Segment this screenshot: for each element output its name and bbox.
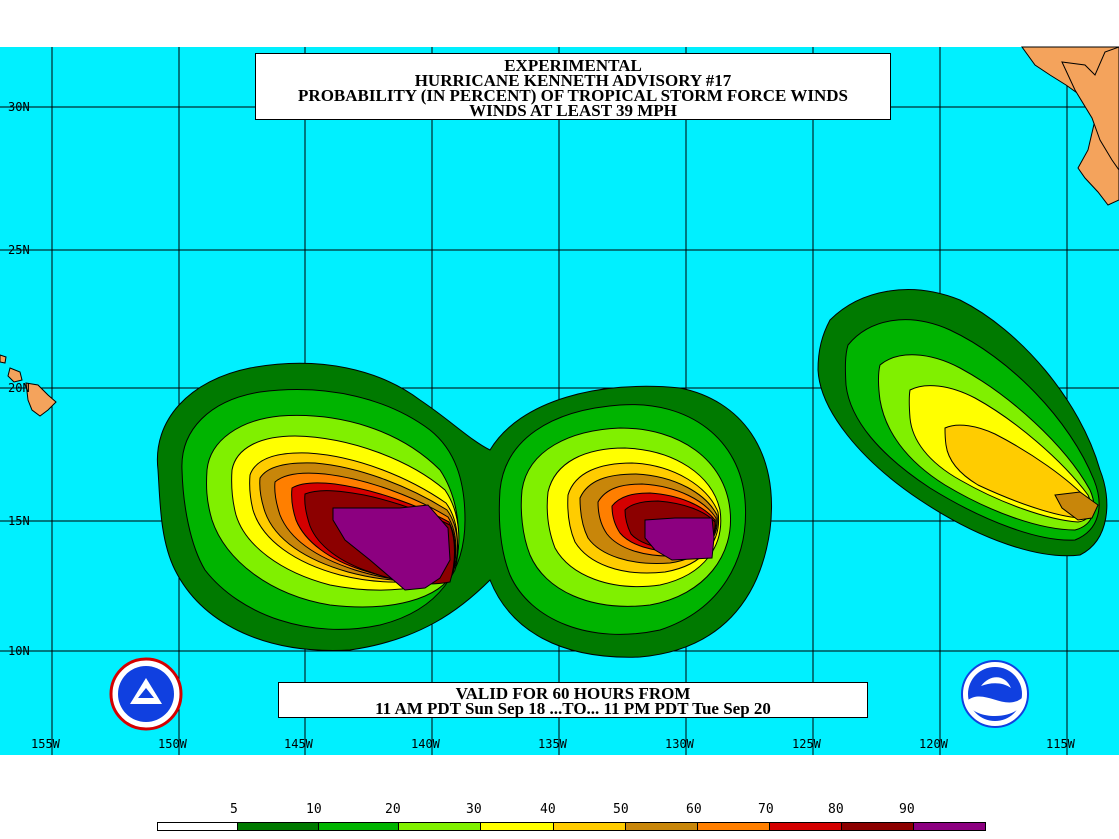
legend-swatch-4 — [481, 823, 554, 830]
title-line-4: WINDS AT LEAST 39 MPH — [469, 101, 677, 120]
land-oahu — [0, 354, 7, 364]
lon-label-135w: 135W — [538, 737, 567, 751]
contours-west-middle — [156, 362, 772, 658]
legend-value-60: 60 — [686, 802, 702, 817]
legend-swatch-7 — [698, 823, 770, 830]
valid-line-2: 11 AM PDT Sun Sep 18 ...TO... 11 PM PDT … — [375, 699, 771, 718]
lat-label-30n: 30N — [8, 100, 30, 114]
legend-value-90: 90 — [899, 802, 915, 817]
lat-label-25n: 25N — [8, 243, 30, 257]
legend-swatch-6 — [626, 823, 698, 830]
lon-label-125w: 125W — [792, 737, 821, 751]
legend-swatch-2 — [319, 823, 399, 830]
title-line-3: PROBABILITY (IN PERCENT) OF TROPICAL STO… — [298, 86, 848, 105]
legend-color-bar — [157, 822, 986, 831]
valid-period-box: VALID FOR 60 HOURS FROM 11 AM PDT Sun Se… — [278, 682, 868, 718]
land-maui — [7, 367, 23, 383]
legend-swatch-5 — [554, 823, 626, 830]
legend-swatch-0 — [158, 823, 238, 830]
legend-value-20: 20 — [385, 802, 401, 817]
lon-label-140w: 140W — [411, 737, 440, 751]
lat-label-10n: 10N — [8, 644, 30, 658]
legend-swatch-8 — [770, 823, 842, 830]
legend-value-40: 40 — [540, 802, 556, 817]
lat-label-15n: 15N — [8, 514, 30, 528]
contours-east — [817, 289, 1108, 557]
nws-logo-icon — [109, 657, 183, 731]
title-line-2: HURRICANE KENNETH ADVISORY #17 — [414, 71, 732, 90]
lon-label-145w: 145W — [284, 737, 313, 751]
legend-value-70: 70 — [758, 802, 774, 817]
lon-label-120w: 120W — [919, 737, 948, 751]
land-hawaii — [25, 382, 57, 417]
title-box: EXPERIMENTAL HURRICANE KENNETH ADVISORY … — [255, 53, 891, 120]
lon-label-155w: 155W — [31, 737, 60, 751]
legend-value-80: 80 — [828, 802, 844, 817]
legend-swatch-3 — [399, 823, 481, 830]
lon-label-115w: 115W — [1046, 737, 1075, 751]
title-line-1: EXPERIMENTAL — [504, 56, 642, 75]
legend-swatch-9 — [842, 823, 914, 830]
land-baja — [1061, 46, 1119, 171]
lat-label-20n: 20N — [8, 381, 30, 395]
contour-max-b — [644, 517, 715, 561]
lon-label-150w: 150W — [158, 737, 187, 751]
legend-value-30: 30 — [466, 802, 482, 817]
legend-swatch-1 — [238, 823, 319, 830]
contour-east-60 — [1054, 491, 1099, 521]
noaa-logo-icon — [961, 660, 1029, 728]
lon-label-130w: 130W — [665, 737, 694, 751]
legend-value-50: 50 — [613, 802, 629, 817]
legend-value-5: 5 — [230, 802, 238, 817]
legend-swatch-10 — [914, 823, 985, 830]
contour-max — [332, 504, 451, 591]
legend-value-10: 10 — [306, 802, 322, 817]
valid-line-1: VALID FOR 60 HOURS FROM — [455, 684, 691, 703]
